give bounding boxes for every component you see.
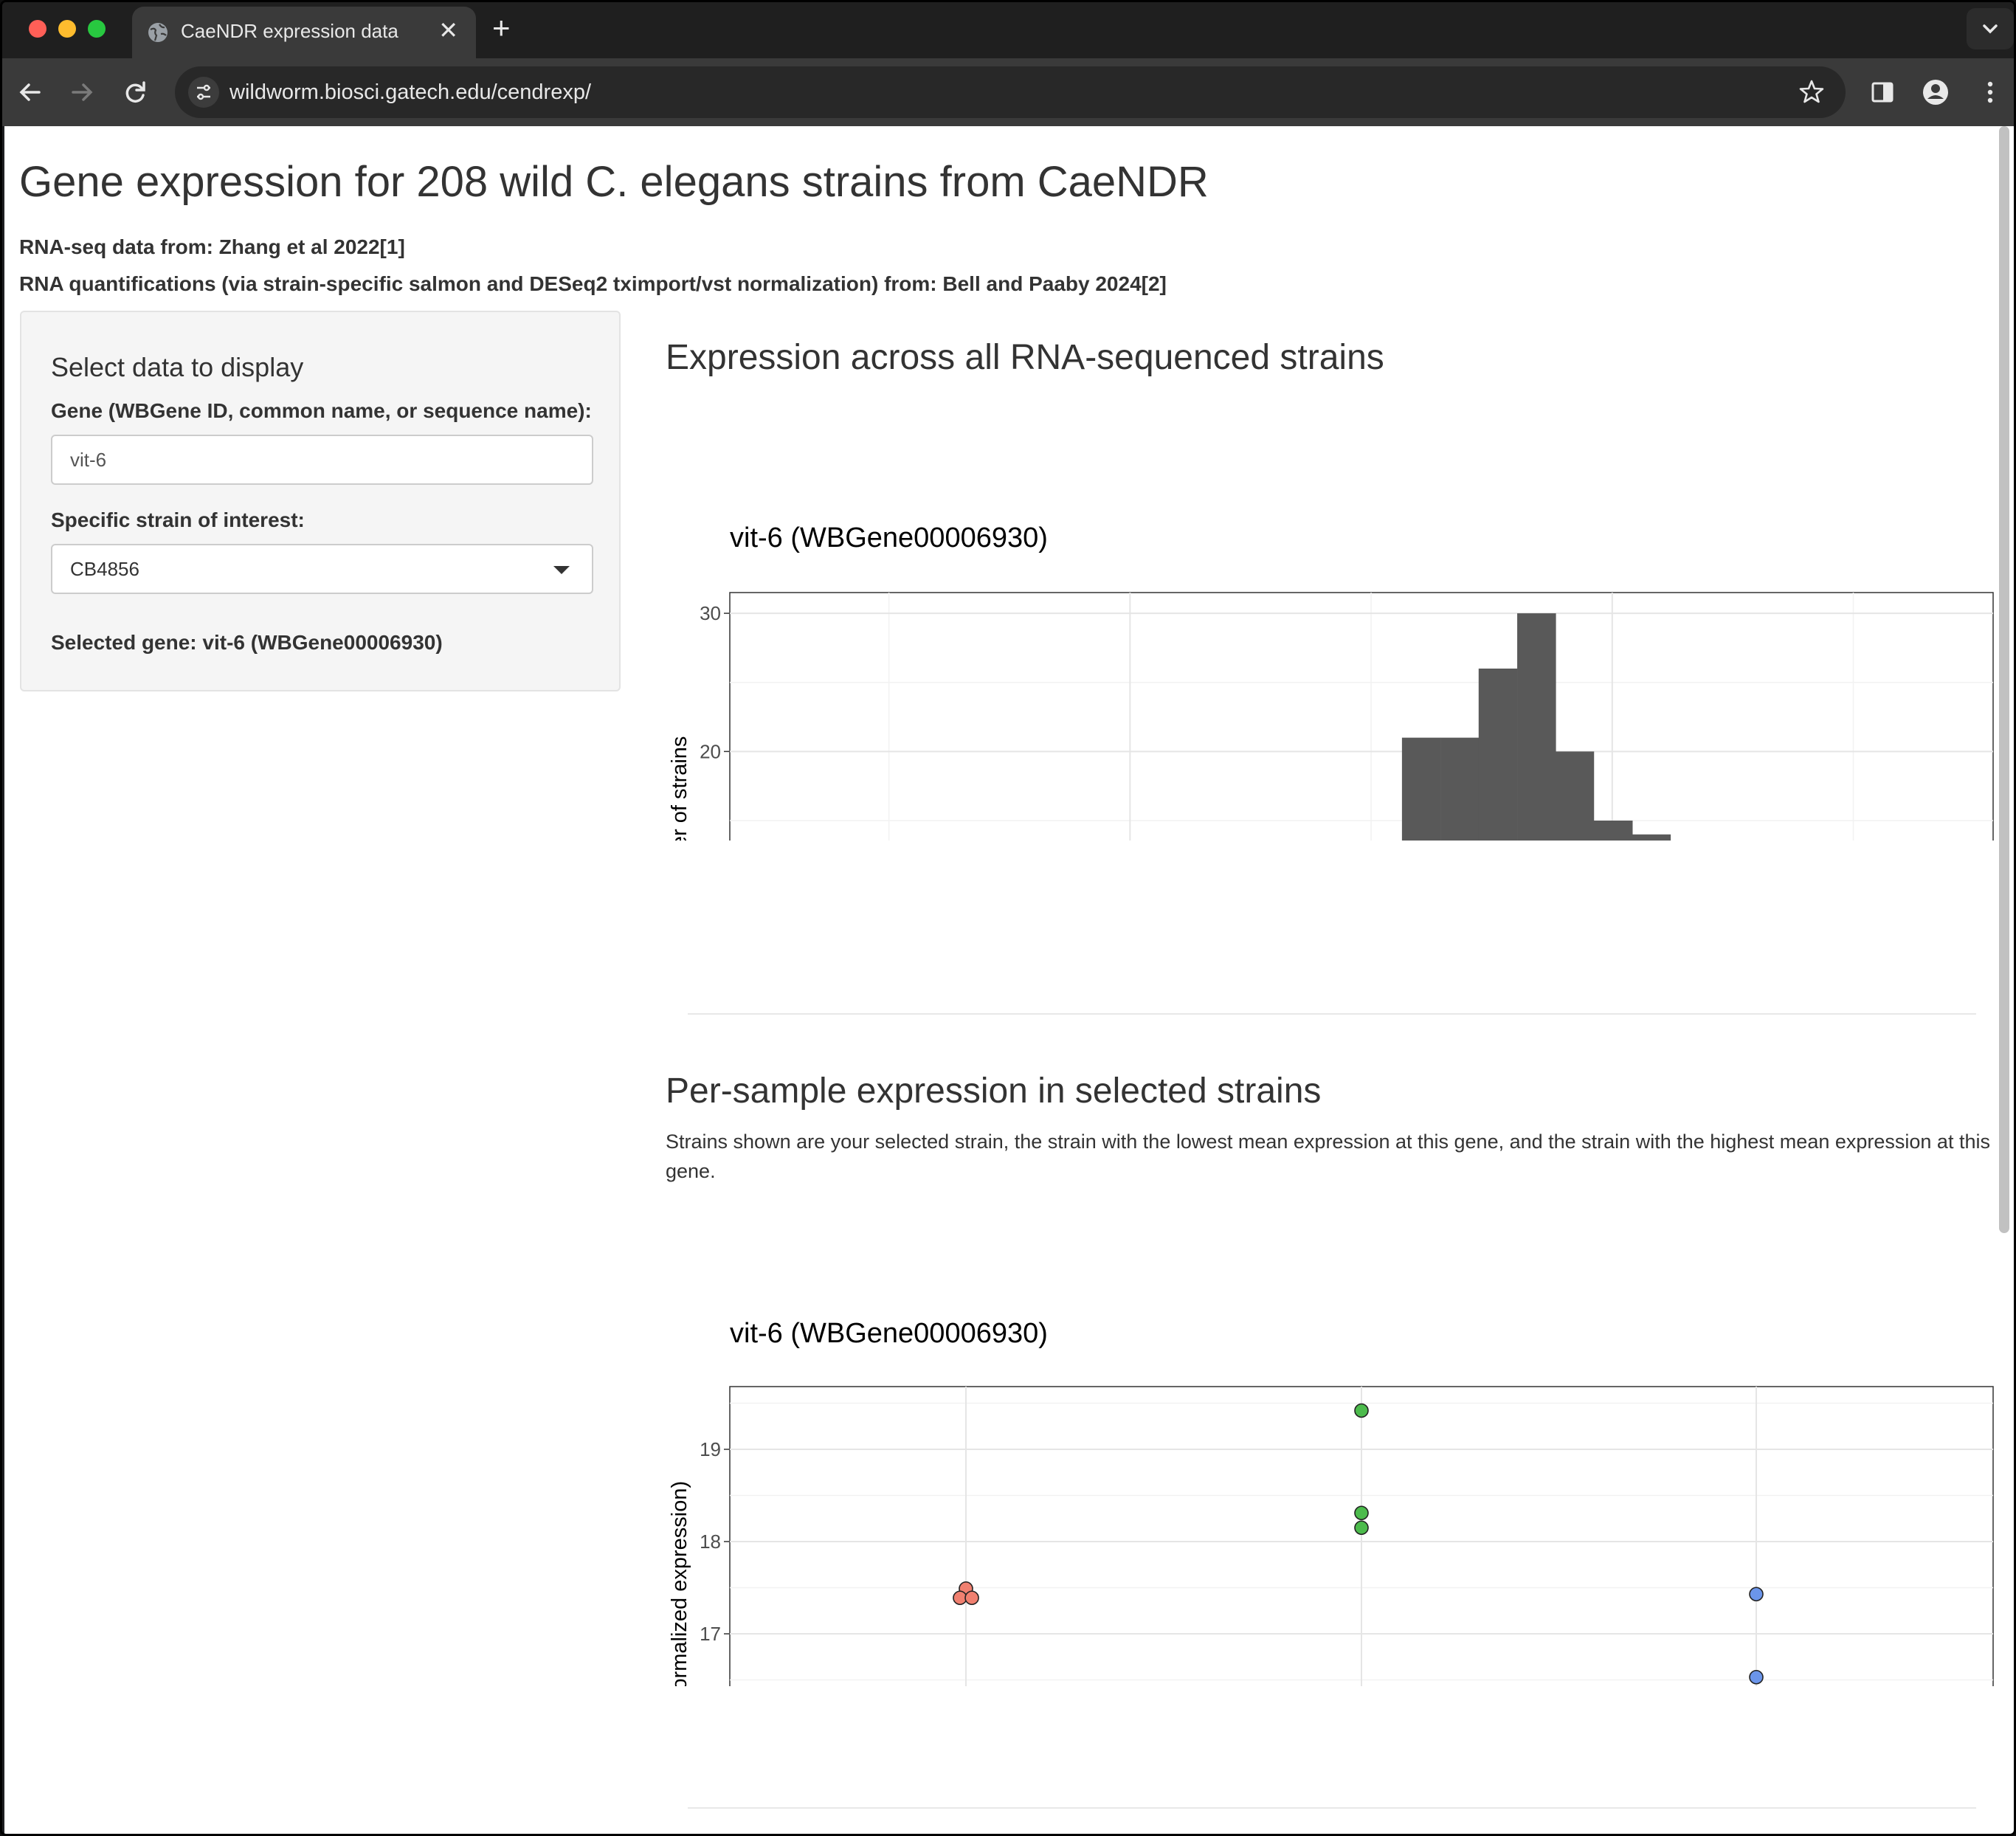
gene-input-label: Gene (WBGene ID, common name, or sequenc… [51, 399, 592, 422]
scatter-point [1749, 1669, 1764, 1685]
side-panel-icon[interactable] [1865, 75, 1900, 110]
scatter-point [1354, 1505, 1369, 1521]
y-tick-label: 17 [700, 1623, 721, 1645]
sidebar-panel: Select data to display Gene (WBGene ID, … [20, 311, 621, 691]
data-source-line: RNA-seq data from: Zhang et al 2022[1] [19, 235, 405, 258]
forward-arrow-icon[interactable] [64, 75, 100, 110]
scatter-point [1354, 1403, 1369, 1418]
tab-search-button[interactable] [1967, 8, 2014, 49]
browser-toolbar: wildworm.biosci.gatech.edu/cendrexp/ [2, 58, 2014, 126]
dropdown-caret-icon [553, 566, 570, 574]
scatter-plot: vit-6 (WBGene00006930)1516171819CB4856JU… [668, 1318, 1994, 1686]
scatter-point [964, 1590, 979, 1606]
scatter-point [1354, 1520, 1369, 1536]
strain-select-value: CB4856 [70, 558, 139, 580]
histogram-bar [1517, 613, 1556, 841]
histogram-title: vit-6 (WBGene00006930) [730, 522, 1048, 553]
new-tab-button[interactable]: + [492, 10, 511, 45]
histogram-plot: vit-6 (WBGene00006930)01020301718Express… [668, 522, 1994, 841]
gene-input[interactable] [51, 435, 593, 485]
y-tick-label: 19 [700, 1438, 721, 1460]
minimize-window-button[interactable] [58, 20, 76, 38]
reload-icon[interactable] [117, 75, 153, 110]
address-bar[interactable]: wildworm.biosci.gatech.edu/cendrexp/ [175, 66, 1846, 118]
bookmark-star-icon[interactable] [1798, 78, 1825, 105]
sidebar-heading: Select data to display [51, 352, 304, 382]
y-tick-label: 30 [700, 602, 721, 624]
site-settings-icon[interactable] [188, 77, 219, 108]
url-text[interactable]: wildworm.biosci.gatech.edu/cendrexp/ [229, 80, 592, 104]
section-divider-bottom [688, 1807, 1976, 1809]
y-tick-label: 20 [700, 740, 721, 762]
close-window-button[interactable] [29, 20, 46, 38]
histogram-bar [1440, 737, 1480, 841]
section-divider [688, 1013, 1976, 1015]
browser-tab[interactable]: CaeNDR expression data ✕ [132, 7, 476, 58]
page-content: Gene expression for 208 wild C. elegans … [4, 126, 2014, 1834]
quantification-source-line: RNA quantifications (via strain-specific… [19, 272, 1167, 295]
profile-avatar-icon[interactable] [1918, 75, 1953, 110]
strain-select-label: Specific strain of interest: [51, 508, 305, 531]
histogram-bar [1401, 737, 1441, 841]
page-title: Gene expression for 208 wild C. elegans … [19, 158, 1209, 206]
histogram-bar [1593, 821, 1633, 841]
scatter-section-description: Strains shown are your selected strain, … [666, 1131, 1990, 1182]
page-scrollbar[interactable] [1999, 126, 2009, 1233]
back-arrow-icon[interactable] [13, 75, 48, 110]
y-tick-label: 18 [700, 1530, 721, 1553]
zoom-window-button[interactable] [88, 20, 106, 38]
chevron-down-icon [1983, 24, 1998, 34]
scatter-title: vit-6 (WBGene00006930) [730, 1318, 1048, 1349]
tab-strip: CaeNDR expression data ✕ + [2, 2, 2014, 58]
histogram-y-axis-label: Number of strains [668, 736, 691, 841]
scatter-point [1749, 1587, 1764, 1602]
histogram-panel [729, 592, 1994, 841]
selected-gene-text: Selected gene: vit-6 (WBGene00006930) [51, 631, 443, 654]
histogram-bar [1632, 834, 1671, 841]
histogram-bar [1555, 751, 1595, 841]
strain-select[interactable]: CB4856 [51, 544, 593, 594]
menu-kebab-icon[interactable] [1972, 75, 2008, 110]
tab-title: CaeNDR expression data [181, 20, 398, 42]
scatter-section-title: Per-sample expression in selected strain… [666, 1071, 1322, 1111]
scatter-y-axis-label: log2(normalized expression) [668, 1481, 691, 1686]
histogram-section-title: Expression across all RNA-sequenced stra… [666, 338, 1384, 377]
histogram-bar [1478, 669, 1518, 841]
globe-icon [148, 23, 168, 42]
close-tab-icon[interactable]: ✕ [438, 17, 458, 44]
